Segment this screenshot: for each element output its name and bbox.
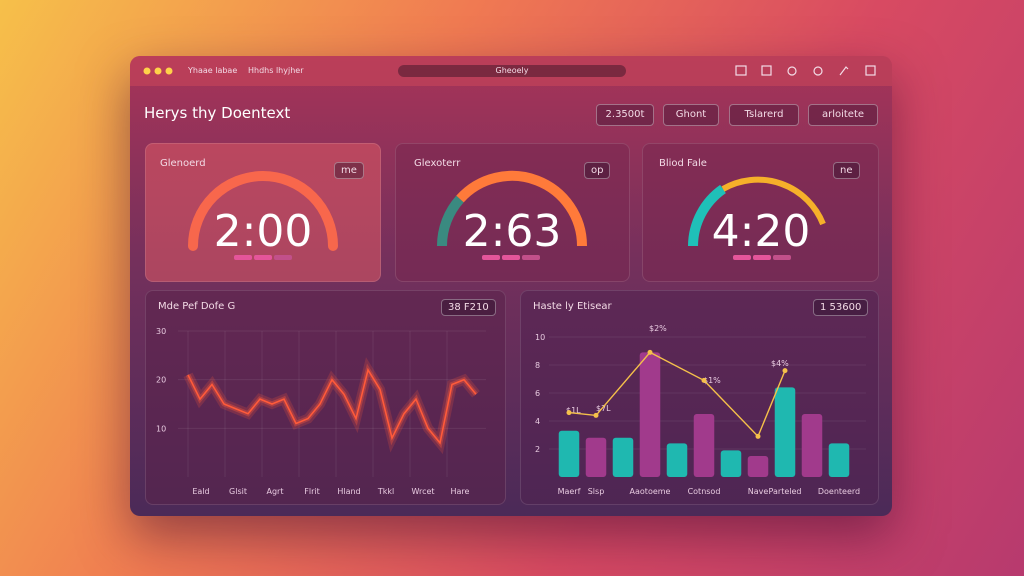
button[interactable]: 2.3500t xyxy=(596,104,654,126)
bar xyxy=(747,456,769,477)
x-tick-label: Hland xyxy=(337,487,360,496)
gauge xyxy=(688,176,826,247)
x-tick-label: Slsp xyxy=(588,487,605,496)
x-tick-label: Aaotoeme xyxy=(630,487,671,496)
pill-row xyxy=(733,255,791,260)
trend-point xyxy=(782,368,788,374)
page-title: Herys thy Doentext xyxy=(144,104,291,122)
bar xyxy=(801,414,823,477)
card-badge: me xyxy=(334,162,364,179)
x-tick-label: Cotnsod xyxy=(688,487,721,496)
bar-panel: Haste ly Etisear 1 53600 $1L $7L $2% $1%… xyxy=(520,290,879,505)
bar-chart: $1L $7L $2% $1% $4% 10 8 6 4 2 Maerf Slsp Aaoto… xyxy=(535,324,866,496)
x-tick-label: Parteled xyxy=(769,487,802,496)
gauge-value: 4:20 xyxy=(711,206,811,257)
y-tick-label: 6 xyxy=(535,389,540,398)
button[interactable]: Ghont xyxy=(663,104,719,126)
x-tick-label: Glsit xyxy=(229,487,247,496)
gauge-value: 2:00 xyxy=(213,206,313,257)
pill-row xyxy=(482,255,540,260)
annotation: $2% xyxy=(649,324,667,333)
x-tick-label: Nave xyxy=(748,487,769,496)
x-tick-label: Eald xyxy=(192,487,209,496)
tab[interactable]: Yhaae labae xyxy=(188,66,238,75)
x-tick-label: Agrt xyxy=(267,487,284,496)
x-tick-label: Maerf xyxy=(558,487,581,496)
bar xyxy=(585,437,607,477)
gauge xyxy=(436,170,588,247)
button[interactable]: Tslarerd xyxy=(729,104,799,126)
trend-point xyxy=(755,433,761,439)
trend-point xyxy=(701,377,707,383)
bar xyxy=(639,352,661,477)
gauge-card: Bliod Fale ne 4:20 xyxy=(642,143,879,282)
x-tick-label: Tkkl xyxy=(377,487,394,496)
window-controls[interactable] xyxy=(142,66,182,76)
toolbar-icons[interactable] xyxy=(732,64,882,78)
gauge-card: Glenoerd me 2:00 xyxy=(145,143,381,282)
panel-title: Mde Pef Dofe G xyxy=(158,301,236,312)
x-tick-label: Hare xyxy=(451,487,470,496)
annotation: $7L xyxy=(596,404,611,413)
y-tick-label: 30 xyxy=(156,327,166,336)
annotation: $1L xyxy=(566,406,581,415)
y-tick-label: 8 xyxy=(535,361,540,370)
bar xyxy=(720,450,742,477)
y-tick-label: 2 xyxy=(535,445,540,454)
annotation: $4% xyxy=(771,359,789,368)
gauge xyxy=(188,171,338,251)
y-tick-label: 10 xyxy=(156,424,166,433)
trend-line xyxy=(568,351,786,438)
title-bar: Yhaae labae Hhdhs lhyjher Gheoely xyxy=(130,56,892,86)
y-tick-label: 10 xyxy=(535,333,545,342)
card-badge: ne xyxy=(833,162,860,179)
address-bar[interactable]: Gheoely xyxy=(398,65,626,77)
panel-badge: 38 F210 xyxy=(441,299,496,316)
x-tick-label: Doenteerd xyxy=(818,487,860,496)
bar xyxy=(774,387,796,477)
card-badge: op xyxy=(584,162,611,179)
bar xyxy=(558,430,580,477)
line-chart: 30 20 10 Eald Glsit Agrt Flrit Hland Tkkl Wrcet Ha… xyxy=(156,327,486,496)
x-tick-label: Flrit xyxy=(304,487,319,496)
panel-title: Haste ly Etisear xyxy=(533,301,612,312)
trend-point xyxy=(647,349,653,355)
window: Yhaae labae Hhdhs lhyjher Gheoely Herys … xyxy=(130,56,892,516)
y-tick-label: 20 xyxy=(156,376,166,385)
gauge-card: Glexoterr op 2:63 xyxy=(395,143,630,282)
gauge-value: 2:63 xyxy=(462,206,562,257)
card-label: Glexoterr xyxy=(414,158,461,169)
y-tick-label: 4 xyxy=(535,417,540,426)
tab[interactable]: Hhdhs lhyjher xyxy=(248,66,304,75)
x-tick-label: Wrcet xyxy=(411,487,434,496)
trend-point xyxy=(566,410,572,416)
line xyxy=(187,367,477,445)
button[interactable]: arloitete xyxy=(808,104,878,126)
bar xyxy=(612,437,634,477)
annotation: $1% xyxy=(703,376,721,385)
card-label: Glenoerd xyxy=(160,158,206,169)
pill-row xyxy=(234,255,292,260)
bar xyxy=(828,443,850,477)
line-panel: Mde Pef Dofe G 38 F210 30 20 10 Eald Glsit Ag… xyxy=(145,290,506,505)
card-label: Bliod Fale xyxy=(659,158,707,169)
bar xyxy=(666,443,688,477)
panel-badge: 1 53600 xyxy=(813,299,869,316)
trend-point xyxy=(593,412,599,418)
bar xyxy=(693,414,715,477)
